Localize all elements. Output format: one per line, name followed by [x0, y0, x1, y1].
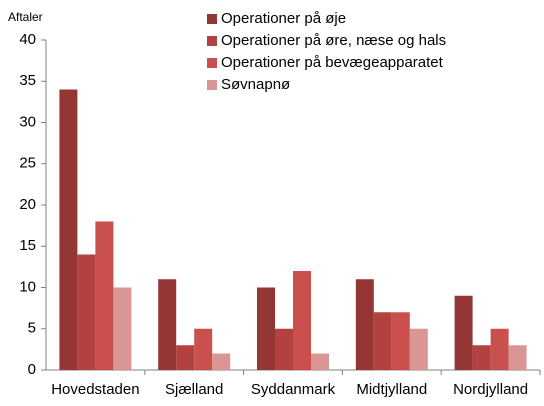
x-tick-label: Sjælland — [165, 381, 223, 398]
legend-label: Operationer på bevægeapparatet — [221, 54, 444, 71]
legend-label: Søvnapnø — [221, 76, 290, 93]
bar — [77, 254, 96, 370]
x-tick-label: Midtjylland — [356, 381, 427, 398]
bar — [355, 279, 374, 370]
y-tick-label: 35 — [19, 72, 36, 89]
y-tick-label: 5 — [28, 320, 36, 337]
y-axis-label: Aftaler — [8, 10, 43, 24]
bar — [293, 271, 311, 370]
y-tick-label: 15 — [19, 237, 36, 254]
bar — [194, 328, 213, 370]
bar — [212, 353, 231, 370]
legend-label: Operationer på øre, næse og hals — [221, 32, 446, 49]
x-tick-label: Nordjylland — [453, 381, 528, 398]
y-tick-label: 10 — [19, 278, 36, 295]
bar — [257, 287, 275, 370]
legend-label: Operationer på øje — [221, 10, 346, 27]
y-tick-label: 0 — [28, 361, 36, 378]
legend-swatch — [207, 58, 217, 68]
bar — [490, 328, 509, 370]
x-tick-label: Hovedstaden — [51, 381, 139, 398]
bar — [95, 221, 114, 370]
bar — [176, 345, 195, 370]
bar — [454, 295, 473, 370]
bar — [158, 279, 177, 370]
y-tick-label: 20 — [19, 196, 36, 213]
bar — [59, 89, 78, 370]
bar — [391, 312, 410, 370]
legend-swatch — [207, 36, 217, 46]
bar — [373, 312, 392, 370]
bar — [113, 287, 132, 370]
x-tick-label: Syddanmark — [251, 381, 336, 398]
bar — [275, 328, 293, 370]
y-tick-label: 30 — [19, 113, 36, 130]
legend-swatch — [207, 14, 217, 24]
y-tick-label: 40 — [19, 31, 36, 48]
bar — [508, 345, 527, 370]
y-tick-label: 25 — [19, 155, 36, 172]
bar — [409, 328, 428, 370]
bar — [311, 353, 329, 370]
legend-swatch — [207, 80, 217, 90]
bar — [472, 345, 491, 370]
